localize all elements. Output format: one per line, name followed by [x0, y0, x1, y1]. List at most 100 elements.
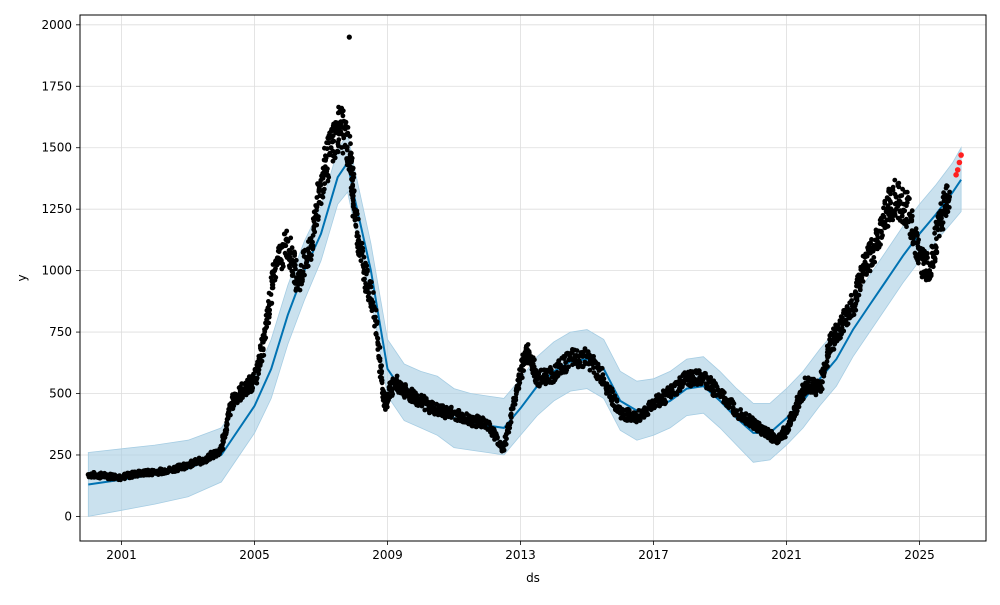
observed-point [739, 411, 744, 417]
observed-point [331, 138, 337, 144]
observed-point [273, 266, 278, 271]
observed-point [355, 216, 361, 222]
observed-point [904, 189, 910, 195]
observed-point [947, 189, 952, 195]
observed-point [300, 277, 305, 282]
observed-point [915, 240, 921, 245]
observed-point [316, 214, 321, 220]
observed-point [591, 365, 596, 371]
observed-point [379, 378, 385, 383]
observed-point [348, 141, 353, 147]
y-tick-label: 0 [64, 509, 72, 523]
y-tick-label: 1000 [41, 264, 72, 278]
x-tick-label: 2021 [771, 548, 802, 562]
observed-point [875, 228, 881, 234]
y-tick-label: 1500 [41, 141, 72, 155]
observed-point [323, 155, 329, 161]
observed-point [782, 434, 788, 440]
observed-point [364, 263, 370, 269]
y-tick-label: 250 [49, 448, 72, 462]
observed-point [264, 324, 270, 330]
observed-point [354, 211, 360, 217]
observed-point [532, 357, 537, 363]
observed-points-layer [85, 34, 953, 483]
observed-point [254, 380, 260, 386]
forecast-point [954, 167, 961, 173]
forecast-point [956, 159, 963, 166]
observed-point [925, 251, 930, 256]
observed-point [904, 200, 910, 206]
observed-point [292, 253, 297, 258]
observed-point [501, 447, 507, 453]
observed-point [345, 125, 351, 130]
observed-point [297, 287, 303, 293]
x-axis-ticks: 2001 2005 2009 2013 2017 2021 2025 [106, 541, 935, 562]
observed-point [379, 363, 384, 369]
observed-point [322, 181, 328, 187]
observed-point [325, 166, 330, 172]
observed-point [312, 229, 318, 235]
observed-point [284, 228, 290, 234]
observed-point [878, 242, 883, 248]
observed-point [340, 150, 346, 156]
observed-point [308, 257, 314, 262]
observed-point [880, 212, 886, 218]
observed-point [521, 368, 526, 373]
observed-point [327, 151, 332, 157]
observed-point [350, 183, 356, 189]
observed-point [335, 139, 341, 145]
observed-point [800, 396, 806, 402]
observed-point [326, 140, 331, 146]
observed-point [933, 245, 939, 250]
observed-point [893, 194, 899, 200]
observed-point [351, 188, 357, 194]
observed-point [335, 149, 341, 155]
observed-point [259, 358, 265, 364]
observed-point [348, 150, 353, 156]
observed-point [318, 201, 324, 207]
observed-point [389, 390, 395, 395]
observed-point [340, 113, 346, 119]
observed-point [516, 386, 522, 391]
observed-point [549, 380, 555, 385]
observed-point [341, 135, 347, 141]
observed-point [574, 348, 580, 353]
observed-point [513, 391, 519, 397]
observed-point [263, 335, 269, 341]
observed-point [840, 315, 845, 320]
observed-point [267, 311, 272, 317]
observed-point [794, 408, 800, 414]
observed-point [316, 189, 322, 194]
observed-point [506, 429, 512, 435]
observed-point [890, 217, 896, 223]
plot-frame [79, 14, 987, 542]
observed-point [332, 155, 338, 161]
observed-point [867, 268, 873, 274]
observed-point [318, 182, 324, 188]
observed-point [853, 301, 859, 307]
observed-point [324, 146, 330, 152]
observed-point [314, 222, 320, 228]
observed-point [344, 144, 350, 150]
observed-point [940, 220, 946, 226]
forecast-point [953, 172, 959, 178]
observed-point [849, 298, 854, 303]
observed-point [403, 382, 408, 387]
observed-point [848, 292, 854, 298]
y-tick-label: 1750 [41, 79, 72, 93]
observed-point [359, 240, 365, 246]
observed-point [882, 200, 888, 206]
observed-point [377, 345, 383, 350]
observed-point [231, 403, 237, 409]
observed-point [379, 370, 384, 376]
observed-point [419, 403, 425, 409]
observed-point [394, 373, 400, 379]
observed-point [707, 377, 713, 383]
forecast-point [958, 152, 964, 158]
observed-point [916, 260, 921, 266]
observed-point [897, 199, 903, 205]
observed-point [890, 184, 896, 190]
observed-point [504, 436, 509, 442]
observed-point [932, 258, 938, 264]
